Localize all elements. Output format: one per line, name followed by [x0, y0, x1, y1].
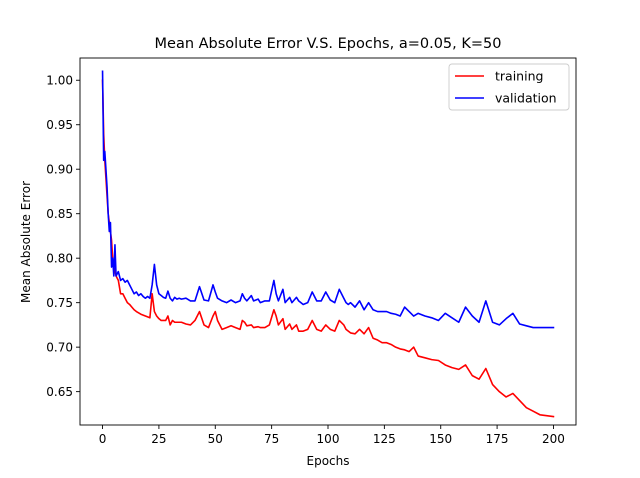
x-tick-label: 200 [542, 432, 565, 446]
y-tick-label: 0.90 [46, 163, 73, 177]
x-tick-label: 125 [373, 432, 396, 446]
legend: training validation [448, 63, 570, 111]
legend-label-validation: validation [495, 91, 557, 106]
x-tick-label: 0 [99, 432, 107, 446]
x-tick-label: 175 [486, 432, 509, 446]
y-axis-label: Mean Absolute Error [19, 181, 33, 303]
y-tick-label: 0.95 [46, 118, 73, 132]
x-tick-label: 75 [264, 432, 279, 446]
x-axis-label: Epochs [307, 454, 350, 468]
legend-label-training: training [495, 69, 543, 84]
series-line-validation [101, 70, 555, 329]
x-tick-label: 50 [208, 432, 223, 446]
x-tick-label: 150 [429, 432, 452, 446]
series-line-training [101, 79, 555, 418]
y-tick-label: 0.75 [46, 296, 73, 310]
y-tick-label: 0.65 [46, 385, 73, 399]
chart-title: Mean Absolute Error V.S. Epochs, a=0.05,… [155, 36, 502, 52]
y-tick-label: 0.70 [46, 340, 73, 354]
y-tick-label: 0.85 [46, 207, 73, 221]
x-tick-label: 25 [151, 432, 166, 446]
plot-area: 0 25 50 75 100 125 150 175 200 0.65 0.70 0.75 0.80 0.… [46, 57, 577, 446]
x-tick-label: 100 [317, 432, 340, 446]
y-tick-label: 1.00 [46, 74, 73, 88]
y-tick-label: 0.80 [46, 251, 73, 265]
